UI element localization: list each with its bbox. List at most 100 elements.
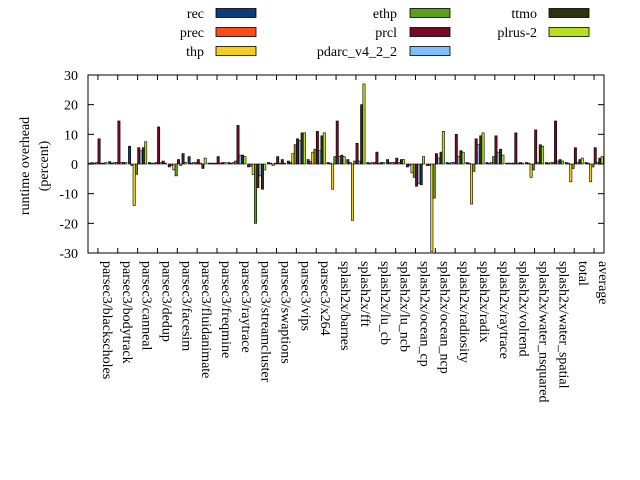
x-tick-label: parsec3/swaptions	[278, 261, 293, 364]
legend-item: prcl	[375, 26, 451, 41]
bar	[430, 163, 434, 252]
bar	[441, 131, 445, 165]
x-tick-label: splash2x/ocean_cp	[416, 261, 431, 367]
legend-item: thp	[186, 45, 257, 60]
bar	[481, 132, 485, 165]
bars	[88, 83, 604, 252]
bar	[286, 160, 290, 165]
bar	[437, 157, 441, 165]
bar	[141, 147, 145, 165]
bar	[229, 162, 233, 165]
bar	[457, 156, 461, 165]
bar	[479, 135, 483, 165]
bar	[227, 162, 231, 165]
bar	[152, 162, 156, 165]
bar	[386, 159, 390, 165]
bar	[300, 132, 304, 165]
bar	[172, 163, 176, 171]
bar	[322, 132, 326, 165]
bar-group	[128, 141, 148, 206]
bar	[104, 162, 108, 165]
bar	[119, 162, 123, 165]
bar	[375, 151, 379, 165]
bar	[428, 163, 432, 166]
x-tick-label: parsec3/facesim	[178, 261, 193, 351]
bar	[115, 162, 119, 165]
bar	[467, 162, 471, 165]
bar	[346, 159, 350, 165]
bar	[271, 163, 275, 166]
legend-label: ttmo	[511, 7, 537, 22]
bar	[267, 162, 270, 165]
x-tick-label: parsec3/streamcluster	[258, 261, 273, 383]
bar-group	[405, 156, 425, 187]
y-axis-title-line-1: runtime overhead	[18, 117, 33, 215]
bar	[236, 125, 240, 165]
bar	[254, 163, 257, 224]
bar	[573, 147, 577, 165]
bar	[348, 162, 352, 165]
bar-group	[147, 126, 167, 165]
bar-group	[485, 135, 505, 165]
bar	[263, 163, 267, 171]
bar-group	[386, 157, 406, 165]
bar	[474, 138, 478, 165]
bar	[399, 159, 403, 165]
bar	[567, 162, 570, 165]
bar	[447, 162, 451, 165]
bar	[435, 153, 438, 165]
bar	[283, 162, 287, 165]
x-tick-label: parsec3/bodytrack	[119, 261, 134, 364]
bar-group	[108, 120, 128, 165]
x-tick-label: parsec3/dedup	[158, 261, 173, 342]
bar	[507, 162, 511, 165]
bar	[144, 141, 148, 165]
bar	[472, 163, 476, 172]
bar-group	[366, 151, 386, 165]
x-tick-label: splash2x/water_nsquared	[536, 261, 551, 403]
legend-swatch	[409, 46, 451, 56]
legend-swatch	[215, 46, 257, 56]
bar	[108, 161, 112, 165]
x-tick-label: parsec3/vips	[297, 261, 312, 331]
bar	[422, 156, 425, 165]
legend-item: prec	[180, 26, 257, 41]
x-tick-label: total	[575, 261, 590, 286]
bar	[326, 162, 330, 165]
bar	[183, 162, 187, 165]
bar	[419, 163, 423, 186]
bar	[110, 162, 114, 165]
bar	[395, 157, 399, 165]
bar-group	[88, 138, 108, 165]
y-axis-title-line-2: (percent)	[37, 140, 52, 191]
bar	[452, 162, 456, 165]
bar	[558, 159, 562, 165]
legend-label: plrus-2	[497, 26, 537, 41]
bar	[97, 138, 101, 165]
y-axis-title: runtime overhead (percent)	[18, 117, 52, 215]
bar	[494, 135, 498, 165]
bar	[157, 126, 161, 165]
bar	[373, 162, 377, 165]
bar	[216, 156, 220, 165]
bar	[335, 120, 339, 165]
legend-item: ethp	[373, 7, 451, 22]
bar	[556, 160, 560, 165]
legend: rec prec thp ethp prcl pdarc_v4_2_2 ttmo plrus-…	[180, 7, 590, 60]
bar	[509, 162, 513, 165]
bar	[417, 163, 421, 184]
y-tick-label: 0	[71, 158, 78, 173]
bar	[209, 162, 213, 165]
bar	[382, 162, 386, 165]
bar	[564, 162, 568, 165]
bar	[529, 163, 533, 178]
bar	[450, 162, 454, 165]
bar	[313, 148, 317, 165]
bar	[531, 163, 535, 171]
bar	[393, 162, 396, 165]
bar	[201, 163, 205, 169]
bar	[593, 147, 597, 165]
bar	[199, 162, 203, 165]
